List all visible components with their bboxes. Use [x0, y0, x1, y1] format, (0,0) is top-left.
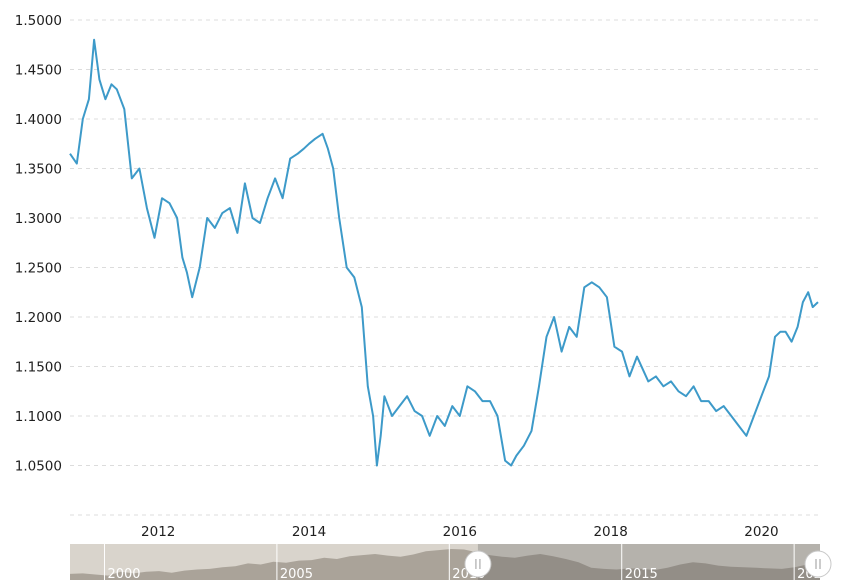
y-tick-label: 1.0500 — [15, 459, 62, 475]
navigator-handle-right[interactable] — [804, 550, 832, 578]
x-tick-label: 2012 — [141, 524, 175, 540]
x-tick-label: 2020 — [744, 524, 778, 540]
y-tick-label: 1.2500 — [15, 261, 62, 277]
y-tick-label: 1.1500 — [15, 360, 62, 376]
handle-knob[interactable] — [464, 550, 492, 578]
navigator-handle-left[interactable] — [464, 550, 492, 578]
handle-knob[interactable] — [804, 550, 832, 578]
x-axis: 2012 2014 2016 2018 2020 — [141, 524, 779, 540]
y-tick-label: 1.3500 — [15, 162, 62, 178]
y-tick-label: 1.4500 — [15, 63, 62, 79]
x-tick-label: 2014 — [292, 524, 326, 540]
y-tick-label: 1.2000 — [15, 310, 62, 326]
x-tick-label: 2018 — [593, 524, 627, 540]
navigator-area — [70, 549, 820, 580]
gridlines — [70, 19, 818, 516]
range-navigator[interactable]: 20002005201020152020 — [70, 544, 832, 580]
navigator-year-label: 2015 — [625, 567, 658, 580]
series-line[interactable] — [69, 38, 819, 467]
y-axis: 1.0500 1.1000 1.1500 1.2000 1.2500 1.3000 1.35… — [15, 13, 62, 475]
y-tick-label: 1.5000 — [15, 13, 62, 29]
y-tick-label: 1.4000 — [15, 112, 62, 128]
navigator-year-label: 2000 — [107, 567, 140, 580]
navigator-selected-range[interactable] — [477, 544, 820, 580]
x-tick-label: 2016 — [443, 524, 477, 540]
navigator-year-label: 2005 — [280, 567, 313, 580]
y-tick-label: 1.3000 — [15, 211, 62, 227]
y-tick-label: 1.1000 — [15, 409, 62, 425]
